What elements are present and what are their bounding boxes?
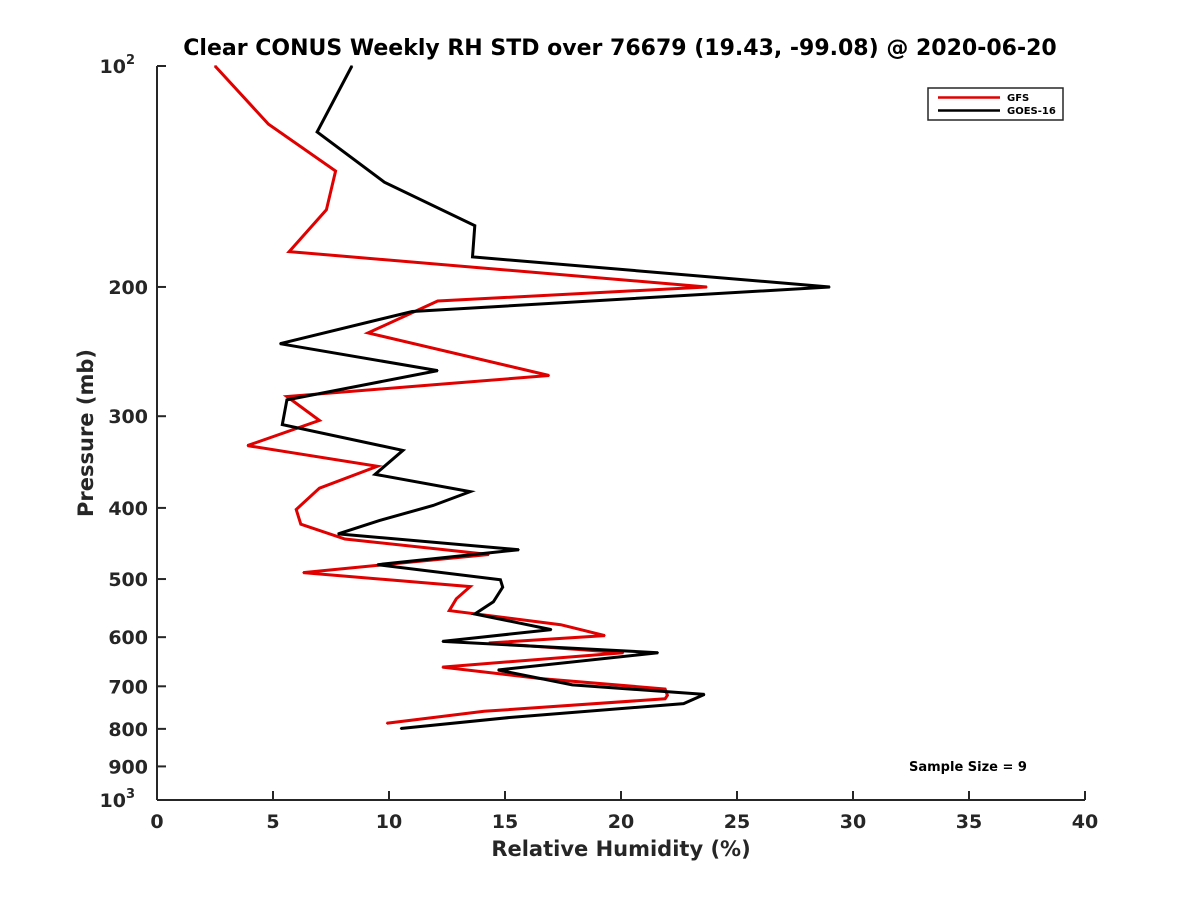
sample-size-annotation: Sample Size = 9 xyxy=(909,760,1027,775)
data-point xyxy=(471,256,474,258)
data-point xyxy=(571,684,574,686)
data-point xyxy=(432,504,434,507)
chart-title: Clear CONUS Weekly RH STD over 76679 (19… xyxy=(183,36,1056,61)
data-point xyxy=(344,538,346,540)
series-goes-16 xyxy=(279,65,831,730)
x-tick-label: 20 xyxy=(608,811,634,833)
series-gfs xyxy=(213,64,708,725)
data-point xyxy=(279,342,281,345)
data-point xyxy=(399,727,402,730)
data-point xyxy=(706,286,708,288)
data-point xyxy=(376,563,379,566)
y-tick-label: 800 xyxy=(108,719,148,741)
data-point xyxy=(385,722,388,724)
data-point xyxy=(483,710,485,713)
data-point xyxy=(214,65,216,67)
data-point xyxy=(441,640,444,643)
y-tick-label: 300 xyxy=(108,406,148,428)
data-point xyxy=(474,613,476,615)
y-tick-label: 103 xyxy=(100,787,136,812)
legend-box xyxy=(927,87,1064,121)
data-point xyxy=(703,693,706,696)
data-point xyxy=(286,395,288,398)
data-point xyxy=(682,702,685,705)
data-point xyxy=(267,123,270,125)
x-axis-label: Relative Humidity (%) xyxy=(491,837,750,861)
data-point xyxy=(286,399,288,401)
x-tick-label: 0 xyxy=(150,811,163,833)
data-point xyxy=(666,694,669,697)
data-point xyxy=(436,369,439,372)
data-point xyxy=(469,490,472,493)
series-line xyxy=(279,65,830,730)
x-ticks: 0 5 10 15 20 25 30 35 40 xyxy=(150,791,1098,833)
data-point xyxy=(383,181,386,183)
data-point xyxy=(300,523,302,525)
data-point xyxy=(492,601,495,603)
data-point xyxy=(367,332,369,334)
series-lines xyxy=(213,64,831,730)
data-point xyxy=(657,651,659,654)
data-point xyxy=(455,598,458,600)
x-tick-label: 30 xyxy=(840,811,866,833)
data-point xyxy=(246,444,249,447)
data-point xyxy=(441,666,444,668)
data-point xyxy=(550,628,553,631)
data-point xyxy=(302,571,305,574)
data-point xyxy=(402,449,404,452)
data-point xyxy=(501,586,504,588)
legend-label-gfs: GFS xyxy=(1007,93,1029,104)
y-tick-label: 102 xyxy=(100,53,136,78)
data-point xyxy=(448,609,451,612)
series-line xyxy=(213,64,707,725)
legend: GFS GOES-16 xyxy=(927,87,1064,121)
data-point xyxy=(604,634,606,637)
data-point xyxy=(376,465,379,468)
x-tick-label: 15 xyxy=(492,811,518,833)
x-tick-label: 25 xyxy=(724,811,750,833)
x-tick-label: 40 xyxy=(1072,811,1098,833)
data-point xyxy=(436,300,439,302)
data-point xyxy=(281,423,284,426)
data-point xyxy=(316,131,318,133)
data-point xyxy=(499,578,502,581)
data-point xyxy=(337,533,339,535)
data-point xyxy=(374,473,376,476)
data-point xyxy=(829,286,831,288)
data-point xyxy=(378,519,381,522)
y-axis-label: Pressure (mb) xyxy=(74,349,98,517)
data-point xyxy=(411,310,414,313)
data-point xyxy=(288,250,291,253)
data-point xyxy=(295,508,298,511)
data-point xyxy=(334,170,337,172)
data-point xyxy=(518,548,520,551)
y-tick-label: 600 xyxy=(108,627,148,649)
data-point xyxy=(351,65,353,67)
x-tick-label: 35 xyxy=(956,811,982,833)
data-point xyxy=(469,585,472,588)
data-point xyxy=(548,374,550,377)
y-tick-label: 900 xyxy=(108,756,148,778)
data-point xyxy=(325,209,328,211)
x-tick-label: 5 xyxy=(266,811,279,833)
legend-label-goes16: GOES-16 xyxy=(1007,106,1056,117)
data-point xyxy=(318,487,321,490)
x-tick-label: 10 xyxy=(376,811,402,833)
y-tick-label: 700 xyxy=(108,676,148,698)
y-tick-label: 200 xyxy=(108,277,148,299)
y-tick-label: 400 xyxy=(108,498,148,520)
y-tick-label: 500 xyxy=(108,569,148,591)
data-point xyxy=(474,224,476,227)
data-point xyxy=(318,419,321,422)
data-point xyxy=(559,623,562,626)
data-point xyxy=(508,716,511,719)
data-point xyxy=(497,669,499,671)
y-ticks: 102 200 300 400 500 600 700 800 900 103 xyxy=(100,53,166,812)
data-point xyxy=(664,698,666,700)
data-point xyxy=(664,688,666,690)
